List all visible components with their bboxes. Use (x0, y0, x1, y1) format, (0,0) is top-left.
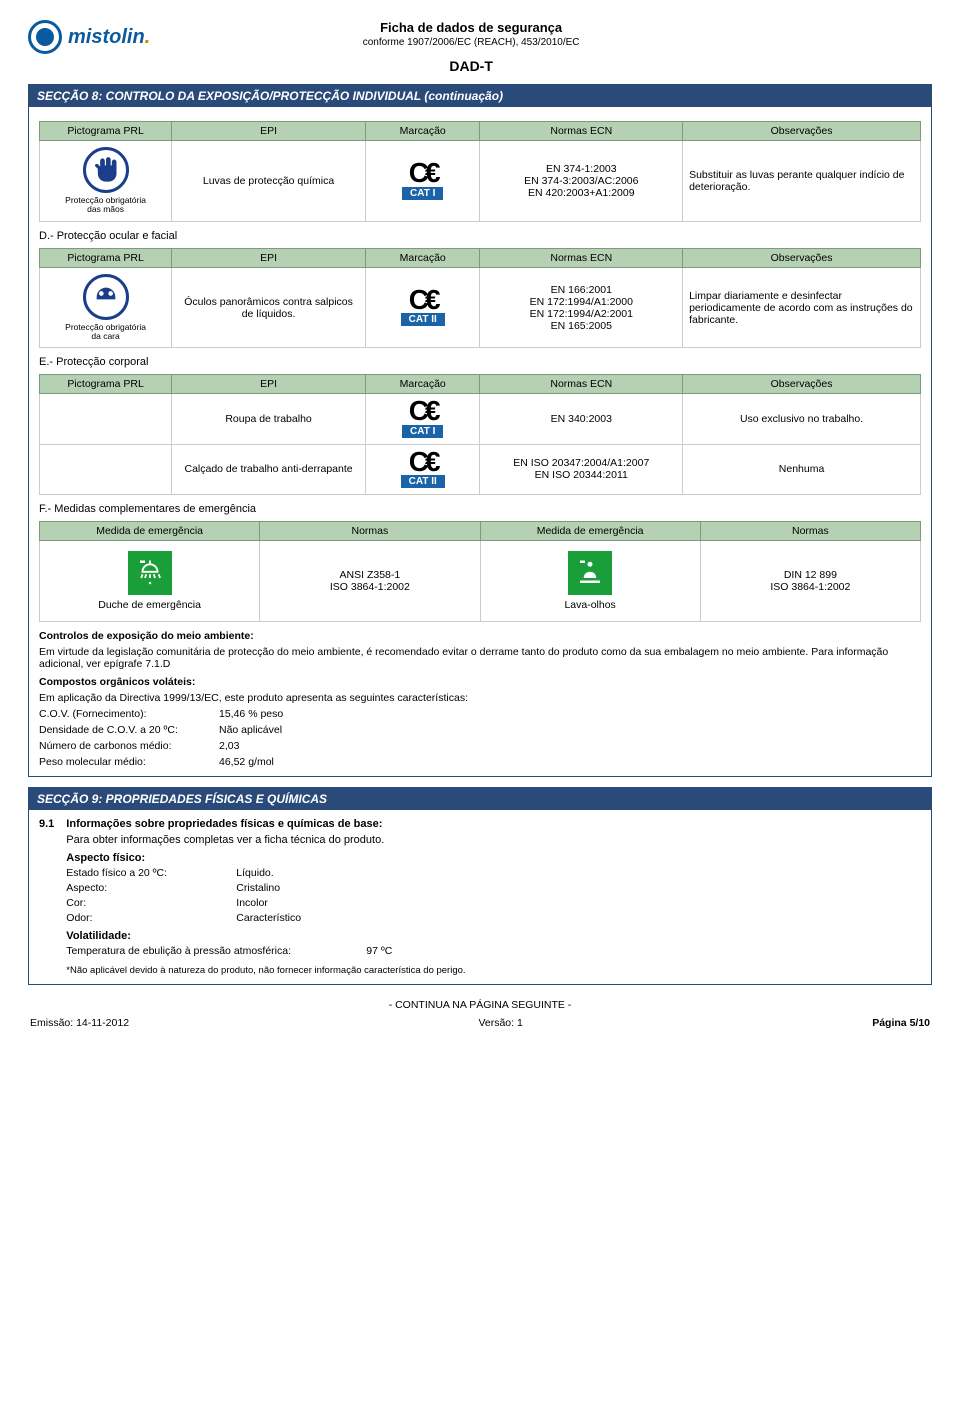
col-h: Normas (260, 522, 480, 541)
voc-row: C.O.V. (Fornecimento):15,46 % peso (39, 708, 921, 720)
aspect-row: Cor:Incolor (66, 897, 921, 909)
logo-text: mistolin (68, 26, 150, 49)
section-9: SECÇÃO 9: PROPRIEDADES FÍSICAS E QUÍMICA… (28, 787, 932, 985)
cell-epi: Calçado de trabalho anti-derrapante (172, 444, 366, 494)
table-row: Roupa de trabalho C€CAT I EN 340:2003 Us… (40, 394, 921, 444)
pictogram-hands: Protecção obrigatória das mãos (46, 147, 165, 215)
vol-heading: Volatilidade: (66, 930, 921, 942)
voc-row: Número de carbonos médio:2,03 (39, 740, 921, 752)
footer-center: Versão: 1 (478, 1017, 522, 1029)
vol-row: Temperatura de ebulição à pressão atmosf… (66, 945, 921, 957)
aspect-heading: Aspecto físico: (66, 852, 921, 864)
footer-left: Emissão: 14-11-2012 (30, 1017, 129, 1029)
col-h: Pictograma PRL (40, 375, 172, 394)
shower-icon (128, 551, 172, 595)
ce-cat: CAT II (401, 313, 445, 326)
col-h: Normas ECN (480, 248, 683, 267)
doc-subtitle: conforme 1907/2006/EC (REACH), 453/2010/… (150, 37, 792, 48)
ce-mark: C€CAT II (401, 451, 445, 488)
pictogram-caption: Protecção obrigatória das mãos (61, 196, 151, 215)
ce-cat: CAT I (402, 187, 443, 200)
col-h: Marcação (365, 375, 480, 394)
section-8-title: SECÇÃO 8: CONTROLO DA EXPOSIÇÃO/PROTECÇÃ… (29, 85, 931, 107)
col-h: EPI (172, 248, 366, 267)
pictogram-face: Protecção obrigatória da cara (46, 274, 165, 342)
table-emergency: Medida de emergência Normas Medida de em… (39, 521, 921, 622)
eyewash-icon (568, 551, 612, 595)
continues-label: - CONTINUA NA PÁGINA SEGUINTE - (28, 999, 932, 1011)
table-row: Duche de emergência ANSI Z358-1 ISO 3864… (40, 541, 921, 622)
col-h: Observações (683, 122, 921, 141)
table-row: Calçado de trabalho anti-derrapante C€CA… (40, 444, 921, 494)
subsection-d: D.- Protecção ocular e facial (39, 230, 921, 242)
section-8: SECÇÃO 8: CONTROLO DA EXPOSIÇÃO/PROTECÇÃ… (28, 84, 932, 777)
logo: mistolin (28, 20, 150, 54)
product-code: DAD-T (150, 58, 792, 74)
ce-mark: C€CAT I (402, 400, 443, 437)
aspect-row: Aspecto:Cristalino (66, 882, 921, 894)
page-header: mistolin Ficha de dados de segurança con… (28, 20, 932, 74)
table-row: Protecção obrigatória das mãos Luvas de … (40, 141, 921, 222)
ce-cat: CAT II (401, 475, 445, 488)
voc-row: Densidade de C.O.V. a 20 ºC:Não aplicáve… (39, 724, 921, 736)
emerg-norms: ANSI Z358-1 ISO 3864-1:2002 (260, 541, 480, 622)
table-hands: Pictograma PRL EPI Marcação Normas ECN O… (39, 121, 921, 222)
col-h: Pictograma PRL (40, 122, 172, 141)
footnote: *Não aplicável devido à natureza do prod… (66, 965, 921, 976)
cell-obs: Nenhuma (683, 444, 921, 494)
col-h: Medida de emergência (40, 522, 260, 541)
cell-norms: EN 374-1:2003 EN 374-3:2003/AC:2006 EN 4… (480, 141, 683, 222)
cell-norms: EN 166:2001 EN 172:1994/A1:2000 EN 172:1… (480, 267, 683, 348)
env-heading: Controlos de exposição do meio ambiente: (39, 630, 921, 642)
col-h: Observações (683, 248, 921, 267)
aspect-row: Estado físico a 20 ºC:Líquido. (66, 867, 921, 879)
section-9-title: SECÇÃO 9: PROPRIEDADES FÍSICAS E QUÍMICA… (29, 788, 931, 810)
cell-norms: EN 340:2003 (480, 394, 683, 444)
doc-title: Ficha de dados de segurança (150, 20, 792, 35)
ce-mark: C€CAT I (402, 162, 443, 199)
voc-text: Em aplicação da Directiva 1999/13/EC, es… (39, 692, 921, 704)
col-h: Marcação (365, 248, 480, 267)
col-h: EPI (172, 122, 366, 141)
col-h: Normas ECN (480, 375, 683, 394)
env-text: Em virtude da legislação comunitária de … (39, 646, 921, 670)
col-h: Observações (683, 375, 921, 394)
ce-mark: C€CAT II (401, 289, 445, 326)
page-footer: Emissão: 14-11-2012 Versão: 1 Página 5/1… (28, 1017, 932, 1029)
cell-norms: EN ISO 20347:2004/A1:2007 EN ISO 20344:2… (480, 444, 683, 494)
table-row: Protecção obrigatória da cara Óculos pan… (40, 267, 921, 348)
cell-epi: Luvas de protecção química (172, 141, 366, 222)
item-text: Para obter informações completas ver a f… (66, 834, 921, 846)
voc-row: Peso molecular médio:46,52 g/mol (39, 756, 921, 768)
gloves-icon (92, 156, 120, 184)
col-h: EPI (172, 375, 366, 394)
cell-obs: Limpar diariamente e desinfectar periodi… (683, 267, 921, 348)
table-body: Pictograma PRL EPI Marcação Normas ECN O… (39, 374, 921, 495)
table-face: Pictograma PRL EPI Marcação Normas ECN O… (39, 248, 921, 349)
cell-obs: Uso exclusivo no trabalho. (683, 394, 921, 444)
voc-heading: Compostos orgânicos voláteis: (39, 676, 921, 688)
goggles-icon (92, 283, 120, 311)
emerg-label: Lava-olhos (564, 599, 615, 611)
ce-cat: CAT I (402, 425, 443, 438)
col-h: Marcação (365, 122, 480, 141)
subsection-e: E.- Protecção corporal (39, 356, 921, 368)
cell-epi: Óculos panorâmicos contra salpicos de lí… (172, 267, 366, 348)
pictogram-caption: Protecção obrigatória da cara (61, 323, 151, 342)
col-h: Medida de emergência (480, 522, 700, 541)
emerg-norms: DIN 12 899 ISO 3864-1:2002 (700, 541, 920, 622)
subsection-f: F.- Medidas complementares de emergência (39, 503, 921, 515)
aspect-row: Odor:Característico (66, 912, 921, 924)
col-h: Pictograma PRL (40, 248, 172, 267)
logo-icon (28, 20, 62, 54)
cell-obs: Substituir as luvas perante qualquer ind… (683, 141, 921, 222)
col-h: Normas (700, 522, 920, 541)
cell-epi: Roupa de trabalho (172, 394, 366, 444)
emerg-label: Duche de emergência (98, 599, 201, 611)
item-heading: Informações sobre propriedades físicas e… (66, 818, 921, 830)
footer-right: Página 5/10 (872, 1017, 930, 1029)
item-number: 9.1 (39, 818, 54, 976)
col-h: Normas ECN (480, 122, 683, 141)
